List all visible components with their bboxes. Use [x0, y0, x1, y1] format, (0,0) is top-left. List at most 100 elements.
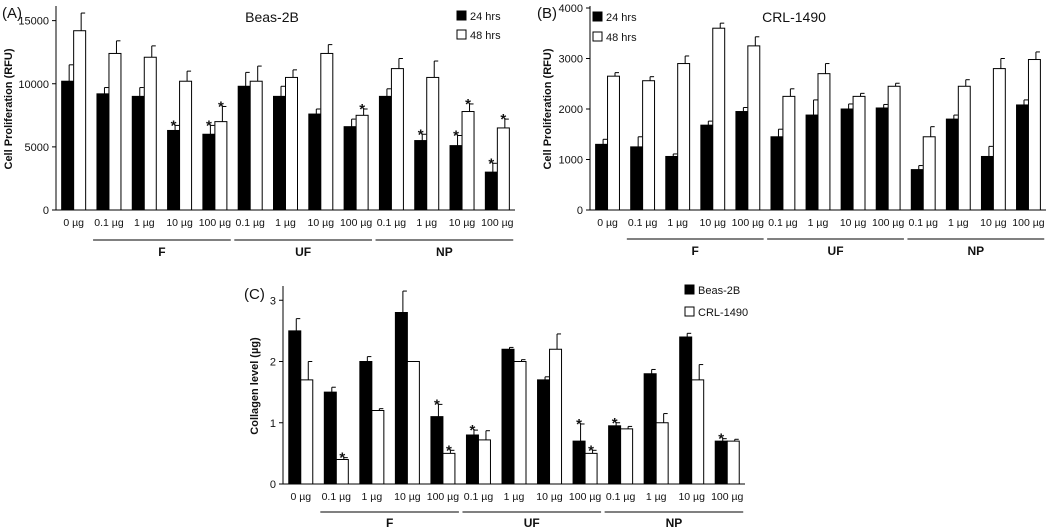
- bar: [501, 348, 515, 485]
- legend-swatch: [592, 31, 603, 42]
- bar: [426, 76, 440, 211]
- bar: [513, 361, 527, 485]
- bar: [496, 127, 510, 211]
- bar: [442, 452, 456, 485]
- y-axis-label: Cell Proliferation (RFU): [542, 48, 554, 169]
- group-label: UF: [295, 245, 311, 259]
- bar: [712, 27, 726, 211]
- significance-star: *: [171, 117, 177, 134]
- x-tick-label: 10 µg: [678, 491, 705, 503]
- group-label: NP: [436, 245, 453, 259]
- bar: [1016, 104, 1029, 211]
- significance-star: *: [418, 126, 424, 143]
- bar: [61, 80, 75, 211]
- bar: [73, 30, 87, 211]
- x-tick-label: 100 µg: [481, 217, 513, 229]
- y-tick-label: 2000: [559, 104, 583, 116]
- legend-swatch: [684, 284, 695, 295]
- legend-label: CRL-1490: [698, 307, 748, 319]
- x-tick-label: 10 µg: [536, 491, 563, 503]
- bar: [945, 118, 959, 211]
- significance-star: *: [588, 442, 594, 459]
- x-tick-label: 100 µg: [732, 217, 764, 229]
- bar: [887, 85, 901, 211]
- y-tick-label: 0: [577, 205, 583, 217]
- significance-star: *: [434, 396, 440, 413]
- bar: [108, 52, 122, 211]
- bar: [96, 93, 110, 211]
- bar: [817, 73, 831, 211]
- bar: [249, 80, 263, 211]
- y-tick-label: 3: [270, 295, 276, 307]
- bar: [957, 85, 971, 211]
- x-tick-label: 1 µg: [362, 491, 383, 503]
- x-tick-label: 0.1 µg: [377, 217, 407, 229]
- x-tick-label: 100 µg: [711, 491, 743, 503]
- bar: [677, 63, 691, 211]
- bar: [679, 336, 693, 485]
- y-axis-label: Collagen level (µg): [249, 337, 261, 435]
- x-tick-label: 100 µg: [199, 217, 231, 229]
- bar: [782, 95, 796, 211]
- significance-star: *: [500, 111, 506, 128]
- y-tick-label: 1000: [559, 155, 583, 167]
- x-tick-label: 1 µg: [948, 217, 969, 229]
- bar: [320, 52, 334, 211]
- x-tick-label: 100 µg: [872, 217, 904, 229]
- group-label: F: [158, 245, 165, 259]
- significance-star: *: [339, 450, 345, 467]
- x-tick-label: 1 µg: [667, 217, 688, 229]
- group-label: F: [386, 516, 393, 530]
- bar: [131, 95, 145, 211]
- bar: [1027, 59, 1041, 211]
- x-tick-label: 1 µg: [134, 217, 155, 229]
- x-tick-label: 0.1 µg: [94, 217, 124, 229]
- bar: [288, 330, 302, 485]
- significance-star: *: [218, 98, 224, 115]
- significance-star: *: [488, 155, 494, 172]
- legend-swatch: [592, 11, 603, 22]
- x-tick-label: 100 µg: [1012, 217, 1044, 229]
- bar: [852, 95, 866, 211]
- bar: [549, 348, 563, 485]
- bar: [608, 425, 622, 485]
- y-tick-label: 2: [270, 357, 276, 369]
- group-label: F: [692, 244, 699, 258]
- x-tick-label: 0.1 µg: [322, 491, 352, 503]
- x-tick-label: 0.1 µg: [628, 217, 658, 229]
- chart-title: CRL-1490: [762, 9, 826, 25]
- x-tick-label: 1 µg: [275, 217, 296, 229]
- significance-star: *: [446, 442, 452, 459]
- x-tick-label: 0.1 µg: [768, 217, 798, 229]
- bar: [202, 133, 216, 211]
- y-tick-label: 0: [270, 479, 276, 491]
- bar: [642, 80, 656, 211]
- y-tick-label: 5000: [25, 142, 49, 154]
- panel-letter: (C): [244, 286, 265, 303]
- x-tick-label: 1 µg: [646, 491, 667, 503]
- chart-title: Beas-2B: [245, 9, 299, 25]
- bar: [167, 129, 181, 211]
- panel-letter: (A): [2, 5, 22, 22]
- bar: [390, 68, 404, 211]
- y-tick-label: 4000: [559, 3, 583, 15]
- group-label: UF: [828, 244, 844, 258]
- group-label: NP: [666, 516, 683, 530]
- legend-swatch: [456, 29, 467, 40]
- bar: [655, 422, 669, 485]
- bar: [430, 416, 444, 485]
- bar: [747, 45, 761, 211]
- bar: [484, 171, 498, 211]
- x-tick-label: 10 µg: [166, 217, 193, 229]
- x-tick-label: 1 µg: [416, 217, 437, 229]
- significance-star: *: [453, 128, 459, 145]
- legend-label: 24 hrs: [606, 12, 637, 24]
- bar: [910, 169, 924, 211]
- x-tick-label: 0 µg: [290, 491, 311, 503]
- bar: [300, 379, 314, 485]
- bar: [335, 459, 349, 485]
- bar: [477, 439, 491, 485]
- bar: [394, 312, 408, 485]
- x-tick-label: 100 µg: [427, 491, 459, 503]
